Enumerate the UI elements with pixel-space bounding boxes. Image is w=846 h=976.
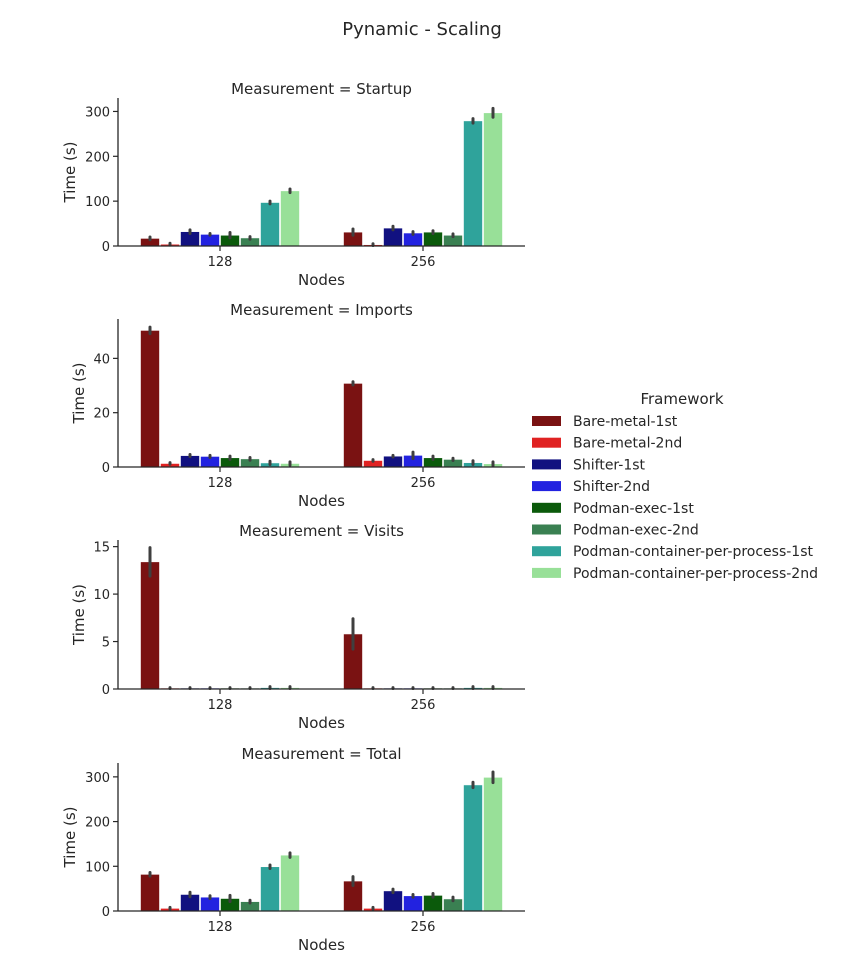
x-axis-label: Nodes xyxy=(298,492,345,510)
bar xyxy=(280,854,300,912)
bar xyxy=(280,190,300,247)
y-tick-label: 0 xyxy=(102,905,110,920)
legend-swatch xyxy=(532,524,561,535)
panel-title: Measurement = Visits xyxy=(239,522,404,540)
chart-title: Pynamic - Scaling xyxy=(342,19,502,40)
x-tick-label: 256 xyxy=(411,920,436,935)
legend-swatch xyxy=(532,567,561,578)
panel-title: Measurement = Imports xyxy=(230,301,413,319)
bar xyxy=(483,777,503,912)
x-axis-label: Nodes xyxy=(298,936,345,954)
y-tick-label: 100 xyxy=(85,195,110,210)
panel-0: Measurement = Startup 0 100 200 300 128 256 Nod… xyxy=(61,80,525,289)
bar xyxy=(140,330,160,468)
legend: Framework Bare-metal-1st Bare-metal-2nd Sh… xyxy=(532,390,818,582)
legend-swatch xyxy=(532,437,561,448)
y-tick-label: 20 xyxy=(93,407,110,422)
y-tick-label: 5 xyxy=(102,636,110,651)
legend-swatch xyxy=(532,502,561,513)
y-axis-label: Time (s) xyxy=(70,363,88,425)
y-tick-label: 200 xyxy=(85,150,110,165)
y-tick-label: 40 xyxy=(93,352,110,367)
panel-3: Measurement = Total 0 100 200 300 128 256 Nodes… xyxy=(61,745,525,954)
legend-swatch xyxy=(532,416,561,426)
y-axis-label: Time (s) xyxy=(61,142,79,204)
legend-entry: Podman-container-per-process-2nd xyxy=(573,566,818,582)
y-tick-label: 0 xyxy=(102,240,110,255)
legend-swatch xyxy=(532,546,561,557)
bar xyxy=(463,784,483,912)
bar xyxy=(343,383,363,468)
panel-title: Measurement = Startup xyxy=(231,80,412,98)
y-tick-label: 300 xyxy=(85,105,110,120)
x-tick-label: 128 xyxy=(208,476,233,491)
x-axis-label: Nodes xyxy=(298,271,345,289)
legend-entry: Podman-exec-1st xyxy=(573,501,694,517)
legend-swatch xyxy=(532,481,561,492)
bar xyxy=(463,120,483,247)
y-tick-label: 0 xyxy=(102,461,110,476)
bar xyxy=(483,112,503,247)
y-tick-label: 0 xyxy=(102,683,110,698)
legend-entry: Shifter-2nd xyxy=(573,479,650,495)
y-tick-label: 10 xyxy=(93,588,110,603)
x-tick-label: 256 xyxy=(411,255,436,270)
x-tick-label: 256 xyxy=(411,476,436,491)
legend-swatch xyxy=(532,459,561,470)
bar xyxy=(260,866,280,912)
legend-entry: Podman-container-per-process-1st xyxy=(573,544,813,560)
x-tick-label: 128 xyxy=(208,255,233,270)
legend-title: Framework xyxy=(640,390,723,408)
x-tick-label: 128 xyxy=(208,920,233,935)
bar xyxy=(140,874,160,912)
x-axis-label: Nodes xyxy=(298,714,345,732)
y-axis-label: Time (s) xyxy=(70,584,88,646)
panel-2: Measurement = Visits 0 5 10 15 128 256 Nodes Tim… xyxy=(70,522,525,732)
legend-entry: Shifter-1st xyxy=(573,457,646,473)
panel-title: Measurement = Total xyxy=(241,745,401,763)
y-tick-label: 15 xyxy=(93,541,110,556)
bar xyxy=(260,202,280,247)
y-tick-label: 200 xyxy=(85,816,110,831)
legend-entry: Podman-exec-2nd xyxy=(573,523,699,539)
y-tick-label: 300 xyxy=(85,771,110,786)
legend-entry: Bare-metal-1st xyxy=(573,414,678,430)
panel-1: Measurement = Imports 0 20 40 128 256 Nodes Tim… xyxy=(70,301,525,510)
x-tick-label: 256 xyxy=(411,698,436,713)
legend-entry: Bare-metal-2nd xyxy=(573,436,682,452)
bar xyxy=(140,561,160,690)
x-tick-label: 128 xyxy=(208,698,233,713)
y-axis-label: Time (s) xyxy=(61,807,79,869)
y-tick-label: 100 xyxy=(85,860,110,875)
